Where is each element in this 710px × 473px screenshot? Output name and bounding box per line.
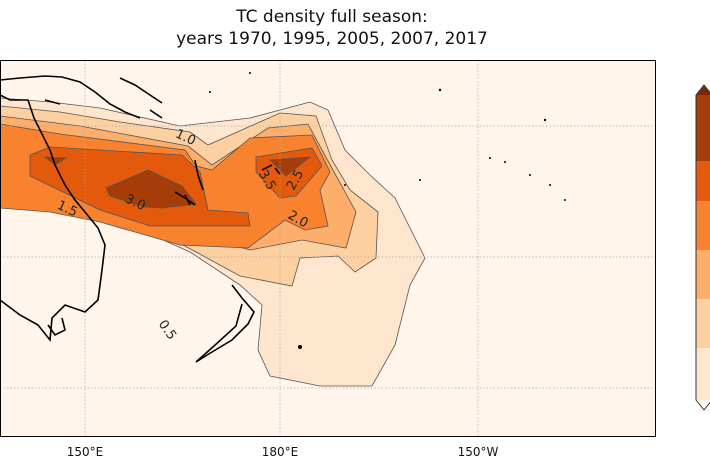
australia-coast — [0, 94, 106, 343]
new-guinea-coast — [0, 75, 141, 119]
x-tick-label: 150°W — [458, 445, 499, 459]
colorbar-segment — [696, 299, 710, 348]
colorbar — [695, 84, 710, 411]
new-zealand-coast — [195, 284, 255, 363]
colorbar-segment — [696, 348, 710, 400]
solomon-islands — [119, 77, 163, 119]
colorbar-segment — [696, 161, 710, 201]
contour-3.0-west — [105, 169, 197, 209]
x-tick-label: 150°E — [67, 445, 104, 459]
pacific-islands — [209, 72, 566, 349]
gridlines — [0, 60, 656, 437]
new-caledonia — [174, 191, 196, 206]
title-line-2: years 1970, 1995, 2005, 2007, 2017 — [176, 29, 488, 49]
map-frame — [0, 60, 656, 437]
coastlines — [0, 75, 281, 363]
contour-fills — [0, 97, 426, 387]
colorbar-extend-max — [696, 85, 710, 95]
title-line-1: TC density full season: — [236, 7, 428, 27]
chart-title: TC density full season: years 1970, 1995… — [0, 6, 656, 50]
map-area: 1.0 3.0 1.5 2.0 2.5 3.5 0.5 — [0, 60, 656, 437]
tasmania-coast — [47, 317, 66, 337]
contour-3.0-small — [43, 156, 68, 166]
fiji-islands — [261, 164, 281, 175]
colorbar-segment — [696, 201, 710, 250]
colorbar-segment — [696, 95, 710, 161]
colorbar-extend-min — [696, 400, 710, 410]
colorbar-segment — [696, 250, 710, 299]
x-tick-label: 180°E — [262, 445, 299, 459]
